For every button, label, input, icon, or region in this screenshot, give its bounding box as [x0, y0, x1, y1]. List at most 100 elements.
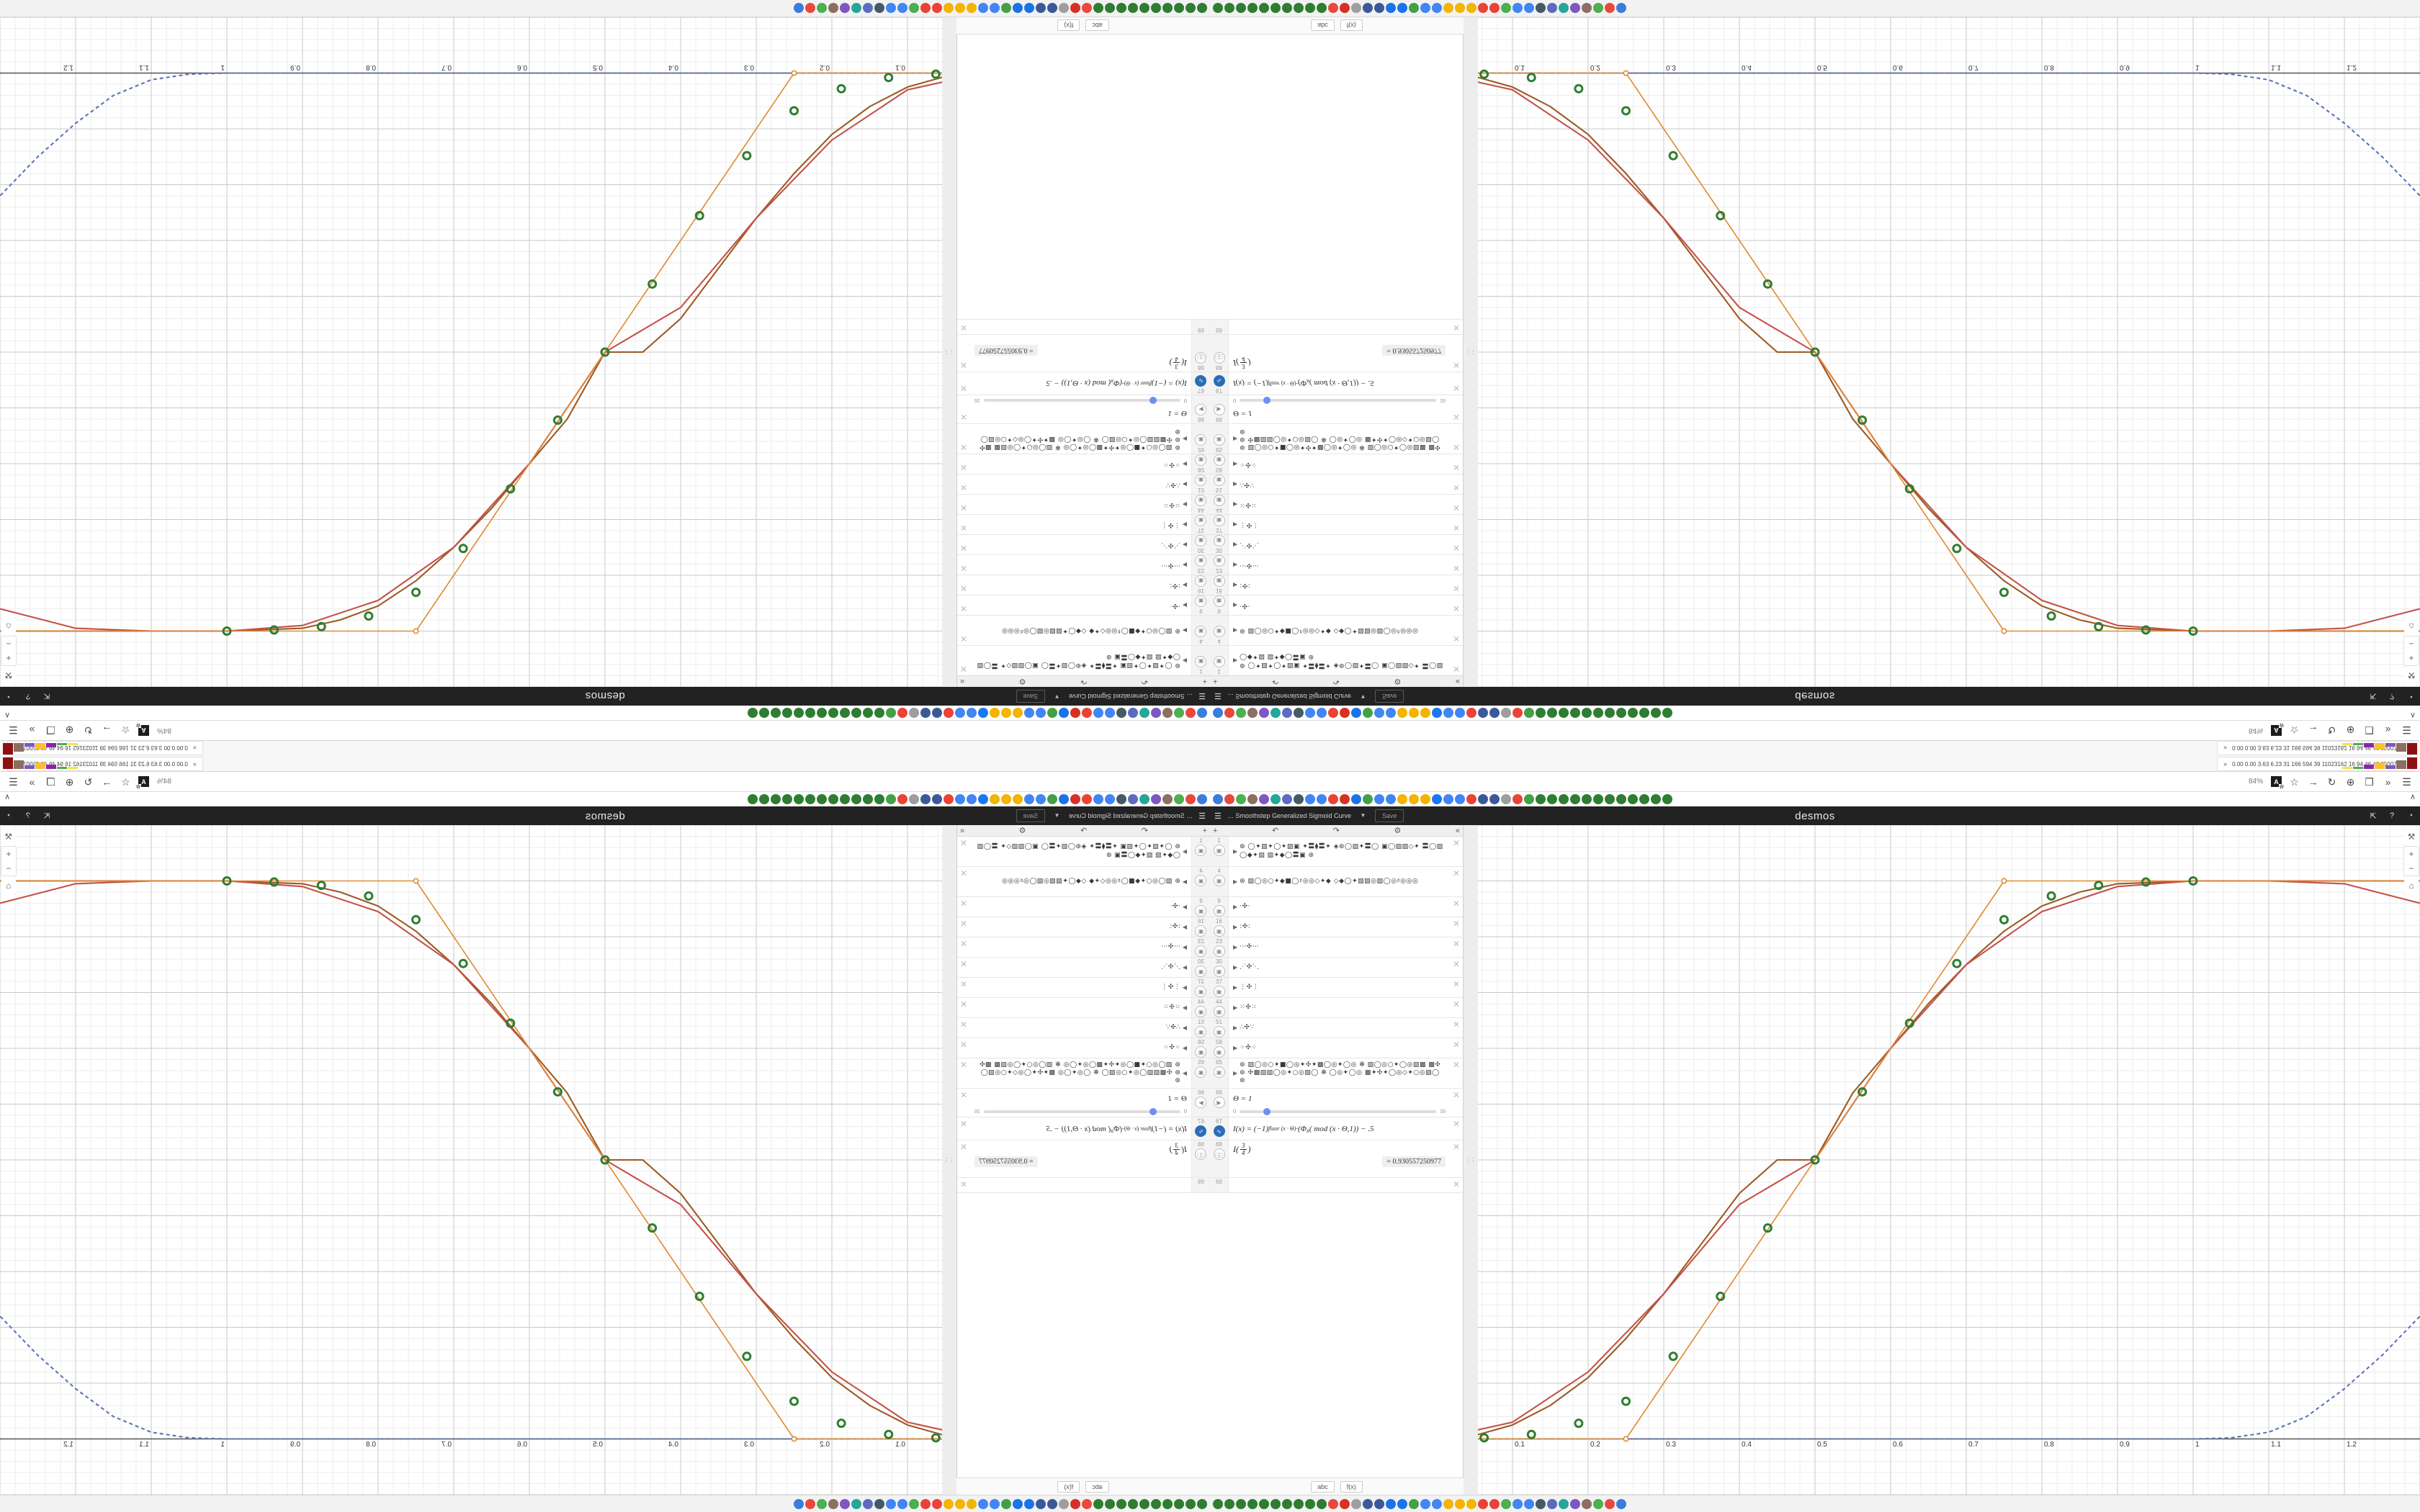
bookmark-favicon[interactable] — [1082, 794, 1092, 804]
expression-body[interactable]: ▶ ⋰✣⋱ — [1229, 958, 1450, 977]
expression-row[interactable]: 23 ▣ ▶ ⋯✣⋯ ✕ — [957, 554, 1210, 575]
taskbar-icon[interactable] — [863, 1498, 873, 1509]
bookmark-favicon[interactable] — [828, 708, 838, 718]
delete-expression-icon[interactable]: ✕ — [959, 634, 968, 644]
bookmark-favicon[interactable] — [1328, 794, 1338, 804]
bookmark-favicon[interactable] — [1386, 794, 1396, 804]
delete-expression-icon[interactable]: ✕ — [1452, 503, 1461, 513]
parameter-slider[interactable]: 0 16 — [1233, 1107, 1446, 1115]
taskbar[interactable] — [0, 1495, 1210, 1512]
keypad-func-button[interactable]: f(x) — [1340, 1480, 1363, 1493]
graph-tool-buttons[interactable]: ⚒ + − ⌂ — [2403, 829, 2419, 893]
taskbar-icon[interactable] — [1466, 1498, 1476, 1509]
delete-expression-icon[interactable]: ✕ — [1452, 899, 1461, 909]
expand-icon[interactable]: » — [2385, 724, 2391, 737]
expression-row[interactable]: 16 ▣ ▶:✣: ✕ — [1210, 917, 1463, 937]
expression-body[interactable]: ▶:✣: — [1229, 575, 1450, 595]
taskbar-icon[interactable] — [1059, 1498, 1069, 1509]
account-icon[interactable]: ◔ — [2408, 692, 2414, 701]
expression-badge-icon[interactable]: ▣ — [1195, 595, 1207, 607]
expression-panel[interactable]: + ↶ ↷ ⚙ « 1 ▣ ▶ ⊛ ◯✦▨✦◯✦▨▣ ✦〓⧫〓✦ ◈⊛◯▨✦〓◯ ▣◯… — [956, 825, 1210, 1495]
panel-resize-handle[interactable]: ⋮⋮ — [942, 17, 956, 687]
taskbar-icon[interactable] — [1570, 3, 1580, 14]
taskbar-icon[interactable] — [1489, 1498, 1500, 1509]
expression-badge-icon[interactable]: ▣ — [1213, 925, 1225, 937]
delete-expression-icon[interactable]: ✕ — [1452, 939, 1461, 949]
expression-row[interactable]: 69 ✕ — [1210, 319, 1463, 334]
expression-row[interactable]: 37 ▣ ▶ ⋮✣⋮ ✕ — [1210, 978, 1463, 998]
bookmark-favicon[interactable] — [1570, 794, 1580, 804]
taskbar-icon[interactable] — [1105, 3, 1115, 14]
bookmark-favicon[interactable] — [1116, 794, 1126, 804]
expression-row[interactable]: 58 ▣ ▶ ⁘✣⁘ ✕ — [1210, 1038, 1463, 1058]
folder-caret-icon[interactable]: ▶ — [1233, 944, 1238, 950]
taskbar-icon[interactable] — [897, 1498, 908, 1509]
bookmark-favicon[interactable] — [1605, 794, 1615, 804]
zoom-in-button[interactable]: + — [1, 651, 16, 665]
bookmark-favicon[interactable] — [1059, 708, 1069, 718]
collapse-panel-icon[interactable]: « — [1455, 677, 1460, 686]
expression-badge-icon[interactable]: ∿ — [1213, 375, 1225, 387]
folder-caret-icon[interactable]: ▶ — [1233, 964, 1238, 971]
expression-body[interactable] — [970, 320, 1191, 334]
bookmark-favicon[interactable] — [1524, 794, 1534, 804]
expression-body[interactable]: ▶ ⊛ ▨◯◎○✦■◯◎✦✣✦▩◯◎✦◯◎ ✻ ▨◯◎○✦◯◎▨▩ ▩✣ ⊛ ✣▩… — [970, 424, 1191, 454]
expression-row[interactable]: 44 ▣ ▶ ⁙✣⁙ ✕ — [1210, 494, 1463, 514]
zoom-button-group[interactable]: + − — [1, 636, 17, 666]
bookmark-favicon[interactable] — [1628, 794, 1638, 804]
expression-row[interactable]: 1 ▣ ▶ ⊛ ◯✦▨✦◯✦▨▣ ✦〓⧫〓✦ ◈⊛◯▨✦〓◯ ▣◯▨▨◇✦ 〓◯▨◯◆… — [957, 645, 1210, 675]
bookmark-favicon[interactable] — [909, 794, 919, 804]
expression-badge-icon[interactable]: ▣ — [1213, 986, 1225, 997]
forward-icon[interactable]: → — [102, 724, 112, 737]
delete-expression-icon[interactable]: ✕ — [1452, 1020, 1461, 1030]
taskbar-icon[interactable] — [817, 3, 827, 14]
expression-row[interactable]: 37 ▣ ▶ ⋮✣⋮ ✕ — [1210, 514, 1463, 534]
expression-row[interactable]: 69 ✕ — [957, 1178, 1210, 1193]
bookmark-favicon[interactable] — [1351, 794, 1361, 804]
bookmark-favicon[interactable] — [1093, 708, 1103, 718]
taskbar-icon[interactable] — [990, 1498, 1000, 1509]
bookmark-favicon[interactable] — [1397, 794, 1407, 804]
taskbar-icon[interactable] — [1139, 1498, 1150, 1509]
delete-expression-icon[interactable]: ✕ — [1452, 634, 1461, 644]
bookmark-favicon[interactable] — [886, 708, 896, 718]
bookmark-favicon[interactable] — [897, 794, 908, 804]
slider-track[interactable] — [1240, 1107, 1436, 1115]
expression-body[interactable]: Θ = 1 0 16 — [1229, 395, 1450, 423]
taskbar-icon[interactable] — [932, 3, 942, 14]
taskbar-icon[interactable] — [840, 1498, 850, 1509]
title-caret-icon[interactable]: ▼ — [1054, 693, 1060, 700]
taskbar-icon[interactable] — [1386, 3, 1396, 14]
expression-row[interactable]: 51 ▣ ▶ ∴✣∵ ✕ — [1210, 474, 1463, 494]
bookmark-favicon[interactable] — [1282, 794, 1292, 804]
taskbar-icon[interactable] — [851, 3, 861, 14]
zoom-level-label[interactable]: 84% — [157, 778, 172, 786]
bookmark-favicon[interactable] — [1013, 794, 1023, 804]
taskbar-icon[interactable] — [944, 1498, 954, 1509]
browser-toolbar[interactable]: 84% A ☆ → ↻ ⊕ ❐ » ☰ — [0, 720, 1210, 740]
expression-body[interactable]: I(x) = (−1) floor (x · Θ) ·(Φ₈( mod (x · Θ… — [1229, 1117, 1450, 1140]
taskbar-icon[interactable] — [1082, 1498, 1092, 1509]
delete-expression-icon[interactable]: ✕ — [959, 462, 968, 472]
expression-badge-icon[interactable]: ▣ — [1213, 535, 1225, 546]
delete-expression-icon[interactable]: ✕ — [959, 482, 968, 492]
star-icon[interactable]: ☆ — [121, 775, 130, 788]
taskbar-icon[interactable] — [1512, 1498, 1523, 1509]
keypad-strip[interactable]: abc f(x) — [1210, 17, 1464, 35]
expression-row[interactable]: 65 ▣ ▶ ⊛ ▨◯◎○✦■◯◎✦✣✦▩◯◎✦◯◎ ✻ ▨◯◎○✦◯◎▨▩ ▩✣ ⊛… — [1210, 1058, 1463, 1089]
taskbar-icon[interactable] — [909, 1498, 919, 1509]
help-icon[interactable]: ? — [25, 811, 31, 820]
expression-badge-icon[interactable]: ▣ — [1195, 986, 1207, 997]
taskbar-icon[interactable] — [1512, 3, 1523, 14]
expression-body[interactable]: ▶ ∴✣∵ — [1229, 1018, 1450, 1038]
slider-expression[interactable]: Θ = 1 — [1168, 409, 1187, 418]
account-icon[interactable]: ◔ — [6, 692, 12, 701]
taskbar-icon[interactable] — [1328, 3, 1338, 14]
taskbar-icon[interactable] — [909, 3, 919, 14]
delete-expression-icon[interactable]: ✕ — [959, 1142, 968, 1152]
bookmark-favicon[interactable] — [759, 708, 769, 718]
bookmark-favicon[interactable] — [1139, 708, 1150, 718]
zoom-out-button[interactable]: − — [2404, 636, 2419, 651]
taskbar-icon[interactable] — [1559, 1498, 1569, 1509]
expression-row[interactable]: 66 ▶ Θ = 1 0 16 ✕ — [1210, 395, 1463, 423]
